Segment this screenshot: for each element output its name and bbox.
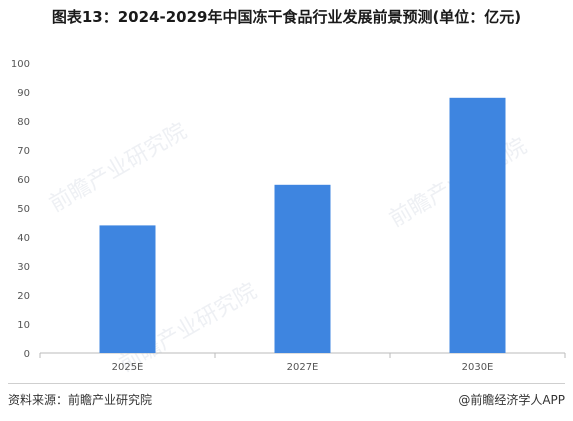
y-tick-label: 40 bbox=[17, 233, 30, 244]
bar bbox=[99, 225, 156, 353]
y-tick-label: 0 bbox=[24, 349, 30, 360]
bar bbox=[274, 184, 331, 353]
y-tick-label: 20 bbox=[17, 291, 30, 302]
y-tick-label: 30 bbox=[17, 262, 30, 273]
y-tick-label: 80 bbox=[17, 117, 30, 128]
y-tick-label: 100 bbox=[11, 59, 30, 70]
x-tick-label: 2025E bbox=[112, 362, 144, 373]
y-tick-label: 50 bbox=[17, 204, 30, 215]
bar bbox=[449, 97, 506, 353]
source-note: 资料来源：前瞻产业研究院 bbox=[8, 393, 153, 407]
y-tick-label: 10 bbox=[17, 320, 30, 331]
x-tick-label: 2027E bbox=[287, 362, 319, 373]
copyright-note: @前瞻经济学人APP bbox=[458, 393, 565, 407]
chart-title: 图表13：2024-2029年中国冻干食品行业发展前景预测(单位：亿元) bbox=[51, 8, 522, 26]
y-tick-label: 70 bbox=[17, 146, 30, 157]
y-tick-label: 90 bbox=[17, 88, 30, 99]
y-tick-label: 60 bbox=[17, 175, 30, 186]
footer-divider bbox=[8, 383, 565, 384]
x-tick-label: 2030E bbox=[462, 362, 494, 373]
